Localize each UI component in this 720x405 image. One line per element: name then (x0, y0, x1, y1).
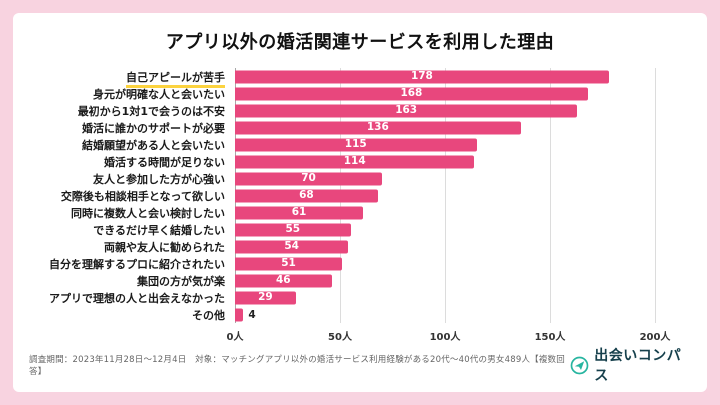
bar-row: アプリで理想の人と出会えなかった 29 (13, 289, 655, 306)
value-label: 55 (285, 223, 301, 235)
value-label: 168 (400, 87, 423, 99)
bar-track: 4 (235, 306, 655, 323)
bar: 178 (235, 70, 609, 83)
x-tick-label: 200人 (639, 332, 671, 343)
bar: 29 (235, 291, 296, 304)
x-tick-label: 100人 (429, 332, 461, 343)
gridline (655, 68, 656, 323)
bar: 51 (235, 257, 343, 270)
category-label: 身元が明確な人と会いたい (93, 87, 225, 101)
category-label: その他 (192, 308, 225, 322)
bar-track: 61 (235, 204, 655, 221)
value-label: 70 (301, 172, 316, 184)
category-label: 交際後も相談相手となって欲しい (60, 189, 225, 203)
bar: 68 (235, 189, 378, 202)
compass-icon (570, 356, 589, 375)
bar-row: 自己アピールが苦手 178 (13, 68, 655, 88)
bar-row: 自分を理解するプロに紹介されたい 51 (13, 255, 655, 272)
bar: 114 (235, 155, 475, 168)
bar-track: 178 (235, 68, 655, 85)
bar: 115 (235, 138, 477, 151)
category-label: 同時に複数人と会い検討したい (71, 206, 225, 220)
bar-track: 163 (235, 102, 655, 119)
bar-row: 結婚願望がある人と会いたい 115 (13, 136, 655, 153)
bar-row: 婚活する時間が足りない 114 (13, 153, 655, 170)
value-label: 54 (284, 240, 299, 252)
x-tick-label: 50人 (328, 332, 352, 343)
bar-track: 70 (235, 170, 655, 187)
bar-row: 交際後も相談相手となって欲しい 68 (13, 187, 655, 204)
value-label: 68 (299, 189, 314, 201)
category-label: 自分を理解するプロに紹介されたい (49, 257, 225, 271)
bar: 70 (235, 172, 382, 185)
category-label: アプリで理想の人と出会えなかった (49, 291, 225, 305)
brand-name: 出会いコンパス (594, 348, 682, 384)
value-label: 178 (410, 70, 433, 82)
bar-track: 115 (235, 136, 655, 153)
bar-row: 同時に複数人と会い検討したい 61 (13, 204, 655, 221)
bar: 54 (235, 240, 349, 253)
category-label: 集団の方が気が楽 (137, 274, 225, 288)
bar-track: 55 (235, 221, 655, 238)
survey-note: 調査期間：2023年11月28日〜12月4日 対象：マッチングアプリ以外の婚活サ… (29, 355, 565, 377)
value-label: 4 (248, 308, 256, 321)
bar-track: 68 (235, 187, 655, 204)
brand-logo: 出会いコンパス (570, 345, 693, 385)
category-label: 友人と参加した方が心強い (93, 172, 225, 186)
category-label: できるだけ早く結婚したい (93, 223, 225, 237)
x-axis: 0人 50人 100人 150人 200人 (227, 328, 671, 343)
bar: 136 (235, 121, 521, 134)
category-label: 自己アピールが苦手 (13, 69, 235, 88)
bar-row: 集団の方が気が楽 46 (13, 272, 655, 289)
bar-track: 114 (235, 153, 655, 170)
value-label: 115 (344, 138, 367, 150)
bar-track: 136 (235, 119, 655, 136)
bar-row: できるだけ早く結婚したい 55 (13, 221, 655, 238)
bar-chart: 自己アピールが苦手 178 身元が明確な人と会いたい 168 最初から1対1で会うのは不… (13, 68, 707, 343)
gridline (445, 68, 446, 323)
bar-row: 友人と参加した方が心強い 70 (13, 170, 655, 187)
bar-track: 46 (235, 272, 655, 289)
value-label: 136 (366, 121, 389, 133)
bar (235, 308, 244, 321)
bar-row: 身元が明確な人と会いたい 168 (13, 85, 655, 102)
x-tick-label: 0人 (226, 332, 244, 343)
plot-area: 自己アピールが苦手 178 身元が明確な人と会いたい 168 最初から1対1で会うのは不… (13, 68, 656, 323)
category-label: 婚活に誰かのサポートが必要 (82, 121, 225, 135)
footer: 調査期間：2023年11月28日〜12月4日 対象：マッチングアプリ以外の婚活サ… (29, 345, 693, 385)
category-label: 結婚願望がある人と会いたい (82, 138, 225, 152)
value-label: 46 (275, 274, 291, 286)
bar: 168 (235, 87, 588, 100)
bar-row: 最初から1対1で会うのは不安 163 (13, 102, 655, 119)
bar: 55 (235, 223, 351, 236)
bar: 46 (235, 274, 332, 287)
value-label: 163 (395, 104, 418, 116)
bar-rows: 自己アピールが苦手 178 身元が明確な人と会いたい 168 最初から1対1で会うのは不… (13, 68, 655, 323)
bar-row: 婚活に誰かのサポートが必要 136 (13, 119, 655, 136)
value-label: 51 (281, 257, 296, 269)
x-tick-label: 150人 (534, 332, 566, 343)
bar-track: 168 (235, 85, 655, 102)
bar-row: 両親や友人に勧められた 54 (13, 238, 655, 255)
chart-card: アプリ以外の婚活関連サービスを利用した理由 自己アピールが苦手 178 身元が明確な… (13, 13, 707, 392)
value-label: 114 (343, 155, 366, 167)
value-label: 29 (258, 291, 273, 303)
chart-title: アプリ以外の婚活関連サービスを利用した理由 (165, 32, 555, 53)
bar-row: その他 4 (13, 306, 655, 323)
value-label: 61 (291, 206, 307, 218)
gridline (550, 68, 551, 323)
bar: 61 (235, 206, 364, 219)
category-label: 最初から1対1で会うのは不安 (77, 104, 225, 118)
bar: 163 (235, 104, 578, 117)
bar-track: 51 (235, 255, 655, 272)
category-label: 両親や友人に勧められた (104, 240, 225, 254)
category-label: 婚活する時間が足りない (104, 155, 225, 169)
bar-track: 54 (235, 238, 655, 255)
bar-track: 29 (235, 289, 655, 306)
